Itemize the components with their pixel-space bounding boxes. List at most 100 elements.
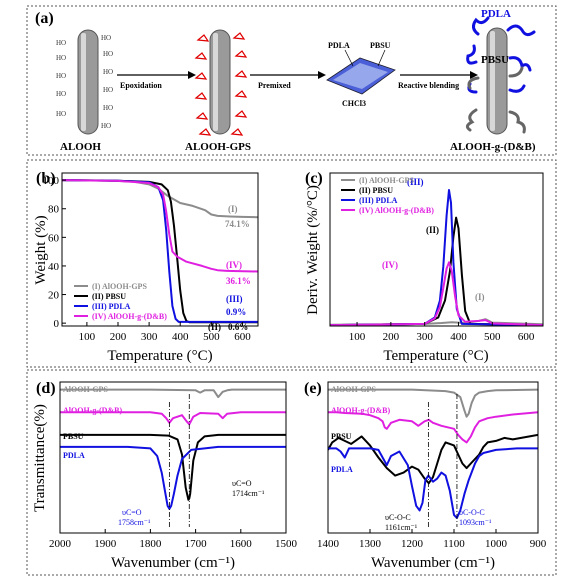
- annot-e-1161: 1161cm⁻¹: [385, 523, 418, 532]
- film-label-pbsu: PBSU: [370, 41, 391, 50]
- panel-b-axes: [61, 172, 259, 327]
- x-tick-label-1100: 1100: [443, 538, 465, 550]
- panel-c-dtg: (c) 100 200 300 400 500 600 Temperature (°C) …: [305, 170, 544, 364]
- step-premixed: Premixed: [258, 81, 291, 90]
- x-tick-label-400: 400: [450, 331, 467, 343]
- material-alooh-gps: ALOOH-GPS: [185, 141, 251, 153]
- x-tick-label-1700: 1700: [185, 538, 208, 550]
- x-tick-label-2000: 2000: [49, 538, 72, 550]
- arrow-reactive-blending: [400, 71, 478, 79]
- annot-b-06: 0.6%: [228, 322, 248, 332]
- annot-b-II: (II): [208, 322, 221, 332]
- annot-c-IV: (IV): [382, 260, 398, 270]
- svg-text:HO: HO: [56, 39, 66, 47]
- x-tick-label-1500: 1500: [275, 538, 298, 550]
- annot-d-1714: 1714cm⁻¹: [232, 489, 265, 498]
- panel-d-ftir: (d) 2000 1900 1800 1700 1600 1500 Wavenumber …: [32, 380, 298, 571]
- series-pdla: [328, 447, 538, 519]
- x-tick-label-1000: 1000: [485, 538, 508, 550]
- panel-e-axes: [327, 381, 539, 534]
- legend-label-iv-alooh-g-d-b: (IV) AlOOH-g-(D&B): [359, 206, 434, 215]
- series-label-pdla: PDLA: [63, 451, 85, 460]
- panel-c-label: (c): [305, 170, 323, 187]
- y-tick-label-0: 0: [54, 318, 60, 330]
- panel-c-axes: [329, 172, 544, 327]
- svg-text:HO: HO: [56, 110, 66, 118]
- svg-text:HO: HO: [56, 54, 66, 62]
- panel-c-legend: (I) AlOOH-GPS(II) PBSU(III) PDLA(IV) AlO…: [341, 176, 434, 215]
- step-reactive-blending: Reactive blending: [398, 81, 459, 90]
- series-iv-alooh-g-d-b: [62, 179, 258, 273]
- panel-d-label: (d): [36, 380, 56, 397]
- annot-d-vco-1714: υC=O: [232, 479, 252, 488]
- annot-b-I: (I): [228, 204, 238, 214]
- svg-text:HO: HO: [103, 50, 113, 58]
- series-pbsu: [328, 433, 538, 485]
- panel-e-series-labels: AlOOH-GPS AlOOH-g-(D&B) PBSU PDLA: [331, 385, 390, 474]
- ftir-frame: [26, 369, 557, 576]
- scheme-panel-label: (a): [35, 10, 54, 27]
- grafted-label-pbsu: PBSU: [481, 54, 509, 66]
- panel-b-annotations: (I) 74.1% (IV) 36.1% (III) 0.9% (II) 0.6…: [208, 204, 251, 332]
- legend-label-i-alooh-gps: (I) AlOOH-GPS: [359, 176, 414, 185]
- svg-text:HO: HO: [56, 90, 66, 98]
- polymer-film: [326, 49, 396, 95]
- annot-c-II: (II): [426, 225, 439, 235]
- annot-d-1758: 1758cm⁻¹: [118, 518, 151, 527]
- x-tick-label-100: 100: [79, 331, 96, 343]
- scheme-frame: [26, 5, 557, 156]
- alooh-gps-rod: [209, 29, 231, 135]
- annot-e-1093: 1093cm⁻¹: [459, 518, 492, 527]
- annot-e-vcoc-1093: υC-O-C: [459, 508, 485, 517]
- svg-text:HO: HO: [101, 122, 111, 130]
- arrow-epoxidation: [117, 71, 196, 79]
- x-tick-label-200: 200: [383, 331, 400, 343]
- series-ii-pbsu: [330, 216, 543, 326]
- series-label-alooh-g-d-b: AlOOH-g-(D&B): [63, 406, 122, 415]
- svg-text:HO: HO: [103, 68, 113, 76]
- legend-label-iii-pdla: (III) PDLA: [92, 302, 131, 311]
- y-tick-label-60: 60: [48, 232, 60, 244]
- panel-c-xlabel: Temperature (°C): [383, 348, 488, 364]
- panel-e-xlabel: Wavenumber (cm⁻¹): [371, 555, 495, 571]
- series-label-alooh-g-d-b: AlOOH-g-(D&B): [331, 406, 390, 415]
- grafted-rod: [486, 27, 508, 135]
- legend-label-ii-pbsu: (II) PBSU: [359, 186, 393, 195]
- film-label-pdla: PDLA: [328, 41, 350, 50]
- series-label-pbsu: PBSU: [331, 432, 352, 441]
- svg-text:HO: HO: [103, 86, 113, 94]
- series-alooh-gps: [60, 388, 286, 399]
- panel-d-xlabel: Wavenumber (cm⁻¹): [111, 555, 235, 571]
- annot-d-vco-1758: υC=O: [122, 508, 142, 517]
- x-tick-label-1300: 1300: [359, 538, 382, 550]
- annot-c-III: (III): [407, 177, 424, 187]
- series-pdla: [60, 445, 286, 510]
- panel-c-annotations: (III) (II) (IV) (I): [382, 177, 485, 302]
- step-epoxidation: Epoxidation: [120, 81, 162, 90]
- annot-e-vcoc-1161: υC-O-C: [385, 513, 411, 522]
- epoxide-groups: [194, 32, 248, 136]
- y-tick-label-20: 20: [48, 290, 60, 302]
- panel-d-annotations: υC=O 1714cm⁻¹ υC=O 1758cm⁻¹: [118, 479, 265, 527]
- legend-label-i-alooh-gps: (I) AlOOH-GPS: [92, 282, 147, 291]
- y-tick-label-80: 80: [48, 204, 60, 216]
- panel-e-annotations: υC-O-C 1161cm⁻¹ υC-O-C 1093cm⁻¹: [385, 508, 492, 532]
- legend-label-ii-pbsu: (II) PBSU: [92, 292, 126, 301]
- series-label-pbsu: PBSU: [63, 432, 84, 441]
- legend-label-iii-pdla: (III) PDLA: [359, 196, 398, 205]
- x-tick-label-500: 500: [484, 331, 501, 343]
- y-tick-label-100: 100: [43, 175, 60, 187]
- thermal-frame: [26, 159, 557, 368]
- x-tick-label-200: 200: [110, 331, 127, 343]
- panel-d-ylabel: Transmittance(%): [32, 404, 48, 512]
- grafted-chains: [465, 16, 536, 134]
- series-iv-alooh-g-d-b: [330, 261, 543, 326]
- panel-e-ftir: (e) 1400 1300 1200 1100 1000 900 Wavenumber (…: [304, 380, 547, 571]
- panel-b-legend: (I) AlOOH-GPS(II) PBSU(III) PDLA(IV) AlO…: [74, 282, 167, 321]
- series-alooh-g-d-b: [328, 411, 538, 444]
- hydroxyl-groups: HO HO HO HO HO HO HO HO HO HO HO: [56, 34, 113, 130]
- series-alooh-gps: [328, 388, 538, 418]
- panel-b-label: (b): [36, 170, 56, 187]
- alooh-rod: [77, 29, 99, 135]
